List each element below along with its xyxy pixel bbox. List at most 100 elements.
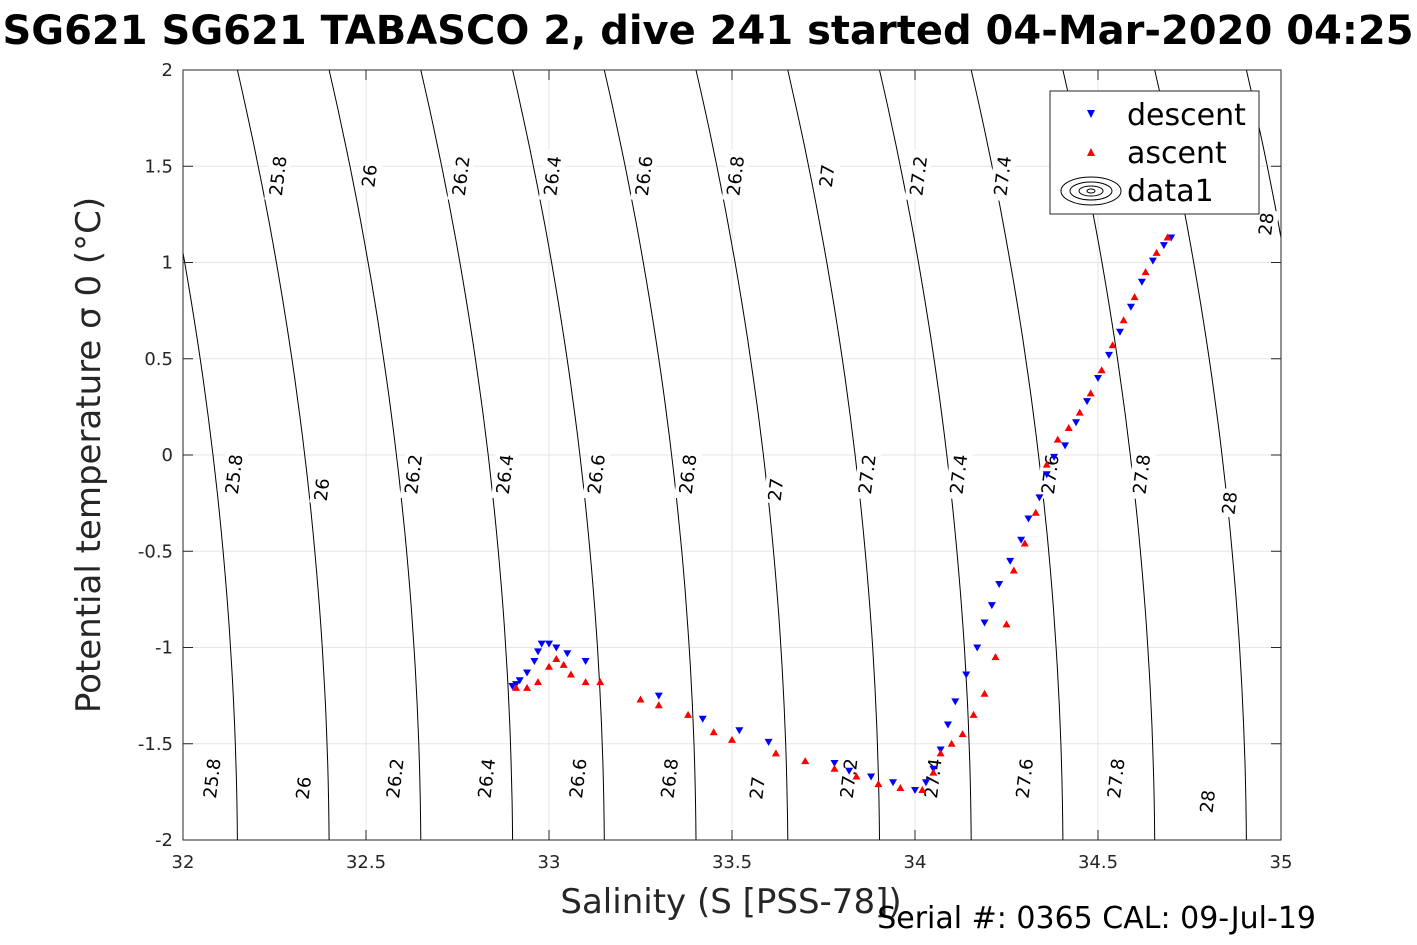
contour-label: 27.8 xyxy=(1102,752,1131,805)
contour-label: 26.6 xyxy=(582,448,611,501)
contour-label-text: 27.6 xyxy=(1012,757,1038,799)
descent-point xyxy=(1017,536,1026,544)
contour-label: 26.2 xyxy=(447,149,476,203)
contour-label-text: 27 xyxy=(765,477,789,502)
contour-label-bg xyxy=(538,149,567,203)
x-tick-label: 35 xyxy=(1270,852,1293,873)
contour-label: 26.4 xyxy=(538,149,567,203)
ascent-point xyxy=(1042,460,1051,468)
y-axis-ticks: -2 -1.5 -1 -0.5 0 0.5 1 1.5 2 xyxy=(138,60,1281,851)
ascent-point xyxy=(545,662,553,670)
contour-label-text: 26.6 xyxy=(584,453,610,495)
legend-item-ascent: ascent xyxy=(1087,136,1227,171)
descent-point xyxy=(995,580,1004,588)
contour-label-bg xyxy=(630,149,659,203)
contour-label-bg xyxy=(1036,448,1065,501)
contour-label: 26 xyxy=(357,160,383,192)
ascent-point xyxy=(896,784,905,792)
ascent-point xyxy=(1064,424,1073,432)
x-tick-label: 34.5 xyxy=(1078,852,1118,873)
contour-label-bg xyxy=(814,160,840,192)
contour-legend-icon xyxy=(1060,176,1122,206)
ascent-point xyxy=(709,728,718,736)
ascent-point xyxy=(958,730,967,738)
ascent-point xyxy=(929,768,938,776)
contour-label-text: 25.8 xyxy=(266,155,292,197)
descent-point xyxy=(1094,375,1102,382)
descent-point xyxy=(654,692,663,700)
descent-marker-icon xyxy=(1087,110,1095,118)
contour-label-text: 27.2 xyxy=(906,155,932,197)
ascent-point xyxy=(596,678,605,686)
descent-point xyxy=(951,698,960,706)
y-tick-label: -0.5 xyxy=(138,541,173,562)
legend-label-ascent: ascent xyxy=(1127,136,1227,171)
legend-label-descent: descent xyxy=(1127,98,1246,133)
ascent-point xyxy=(1020,539,1029,547)
contour-label-bg xyxy=(655,752,684,805)
y-tick-label: 1.5 xyxy=(144,156,173,177)
contour-label-bg xyxy=(835,752,864,805)
descent-point xyxy=(980,619,989,627)
contour-label: 26.6 xyxy=(564,752,593,805)
contour-label-bg xyxy=(291,772,317,804)
figure-title: SG621 SG621 TABASCO 2, dive 241 started … xyxy=(2,8,1413,54)
contour-label: 27.2 xyxy=(853,448,882,501)
contour-label: 25.8 xyxy=(198,752,227,805)
contour-label-text: 26 xyxy=(358,163,382,188)
ascent-point xyxy=(654,701,663,709)
descent-point xyxy=(1115,328,1124,336)
descent-point xyxy=(552,644,561,652)
contour-label-text: 26.6 xyxy=(566,757,592,799)
ascent-point xyxy=(771,749,780,757)
descent-point xyxy=(921,779,930,787)
contour-label: 26.2 xyxy=(381,752,410,805)
contour-label-text: 27 xyxy=(816,163,840,188)
ascent-point xyxy=(728,735,736,743)
contour-label-text: 28 xyxy=(1218,491,1242,516)
contour-label-bg xyxy=(1195,786,1221,817)
ascent-point xyxy=(636,695,645,703)
descent-point xyxy=(1042,471,1051,479)
contour-label: 27 xyxy=(744,772,771,804)
contour-label: 28 xyxy=(1217,487,1243,519)
ascent-point xyxy=(1009,566,1018,574)
x-tick-label: 33 xyxy=(538,852,561,873)
descent-point xyxy=(698,715,707,723)
contour-labels: 25.8 26 26.2 26.4 26.6 26.8 27 27.2 27.4 28 25.8 26… xyxy=(198,149,1280,817)
ascent-point xyxy=(830,764,839,772)
isopycnal-line xyxy=(1245,70,1281,241)
descent-point xyxy=(867,773,876,781)
ascent-point xyxy=(1141,268,1150,276)
contour-label: 27 xyxy=(814,160,840,192)
contour-label: 25.8 xyxy=(220,448,249,501)
descent-point xyxy=(1137,278,1146,286)
contour-label: 28 xyxy=(1195,786,1221,817)
contour-label-text: 26.4 xyxy=(474,757,500,799)
contour-label-bg xyxy=(220,448,249,501)
y-tick-label: 0 xyxy=(162,445,173,466)
contour-label-bg xyxy=(472,752,501,805)
ascent-point xyxy=(991,653,1000,661)
contour-label: 27.4 xyxy=(944,448,973,501)
descent-point xyxy=(515,677,524,685)
legend: descent ascent data1 xyxy=(1049,90,1260,215)
contour-label-text: 26.8 xyxy=(657,757,683,799)
ascent-point xyxy=(1053,435,1062,443)
descent-point xyxy=(987,602,996,610)
ascent-point xyxy=(581,678,590,686)
data-points xyxy=(508,233,1176,794)
y-tick-label: 2 xyxy=(162,60,173,81)
descent-point xyxy=(1159,242,1168,250)
descent-point xyxy=(1167,234,1176,242)
contour-label-bg xyxy=(1253,208,1280,240)
ascent-point xyxy=(1097,366,1106,374)
contour-label: 27.8 xyxy=(1127,448,1156,501)
contour-label-bg xyxy=(564,752,593,805)
contour-label-text: 27.6 xyxy=(1038,453,1064,495)
ascent-point xyxy=(980,689,989,697)
descent-point xyxy=(1061,442,1070,450)
ascent-point xyxy=(523,683,532,691)
contour-label: 26.8 xyxy=(674,448,703,501)
